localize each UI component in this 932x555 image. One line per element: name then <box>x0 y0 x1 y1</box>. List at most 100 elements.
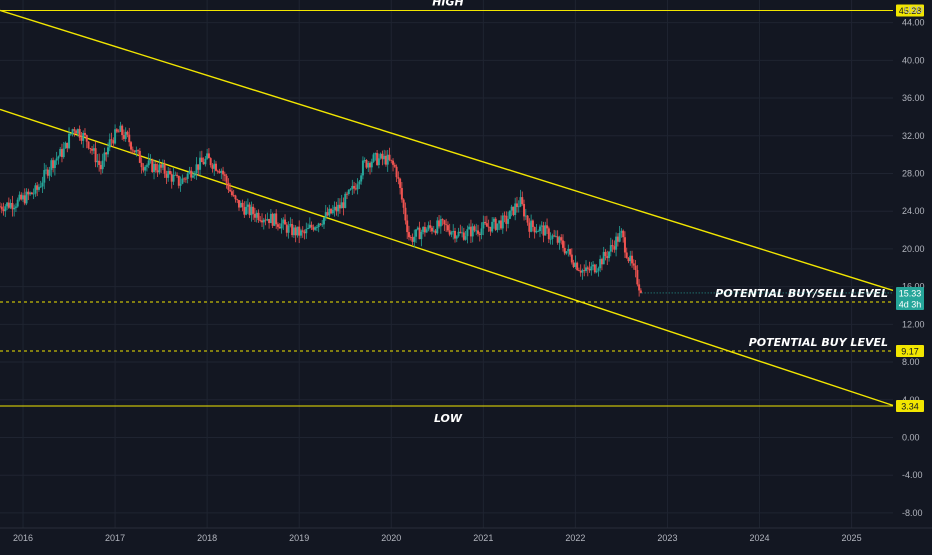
candle-body <box>213 163 216 169</box>
candle-body <box>321 224 324 226</box>
candle-body <box>36 185 39 190</box>
candle-body <box>418 227 421 240</box>
candle-body <box>41 182 44 187</box>
candle-body <box>608 251 611 259</box>
candle-body <box>7 202 10 208</box>
candle-body <box>130 142 133 150</box>
candle-body <box>18 194 21 200</box>
candle-body <box>287 225 290 233</box>
candle-body <box>537 231 540 232</box>
candle-body <box>342 202 345 208</box>
candle-body <box>301 230 304 232</box>
candle-body <box>296 226 299 236</box>
price-axis[interactable]: -8.00 -4.00 0.00 4.00 8.00 12.00 16.00 20.00 24.… <box>902 18 925 518</box>
candle-body <box>183 178 186 180</box>
candle-body <box>144 166 147 171</box>
candle-body <box>16 199 19 207</box>
candle-body <box>43 170 46 183</box>
candle-body <box>276 224 279 227</box>
candle-body <box>142 167 145 171</box>
candle-body <box>181 178 184 184</box>
candle-body <box>161 164 164 168</box>
candle-body <box>500 220 503 229</box>
candle-body <box>480 228 483 235</box>
candle-body <box>76 129 79 134</box>
candle-body <box>538 226 541 232</box>
candle-body <box>354 188 357 190</box>
candle-body <box>606 256 609 259</box>
candle-body <box>168 171 171 175</box>
candle-body <box>330 208 333 214</box>
candle-body <box>471 226 474 237</box>
candle-body <box>124 131 127 139</box>
candle-body <box>491 221 494 232</box>
candle-body <box>542 225 545 236</box>
candle-body <box>154 164 157 171</box>
candle-body <box>485 223 488 227</box>
candle-body <box>623 237 626 253</box>
candle-body <box>524 215 527 217</box>
candle-body <box>53 160 56 169</box>
candle-body <box>636 270 639 285</box>
candle-body <box>581 270 584 273</box>
trendline-upper-channel[interactable] <box>0 9 894 292</box>
candle-body <box>400 188 403 200</box>
candle-body <box>6 202 9 207</box>
candles <box>0 121 642 297</box>
candle-body <box>4 206 7 212</box>
candle-body <box>45 169 48 171</box>
candle-body <box>73 129 76 131</box>
candle-body <box>333 206 336 210</box>
candle-body <box>289 223 292 226</box>
candle-body <box>238 200 241 208</box>
candle-body <box>204 158 207 165</box>
candle-body <box>551 235 554 239</box>
candle-body <box>284 219 287 225</box>
candle-body <box>153 164 156 172</box>
candle-body <box>390 159 393 161</box>
candle-body <box>29 192 32 195</box>
candle-body <box>220 170 223 173</box>
candle-body <box>324 212 327 218</box>
candle-body <box>638 284 641 291</box>
candle-body <box>351 185 354 189</box>
candle-body <box>577 270 580 271</box>
x-tick-label: 2016 <box>13 533 33 543</box>
candle-body <box>92 148 95 151</box>
candle-body <box>455 236 458 239</box>
candle-body <box>105 152 108 155</box>
price-badge-high <box>896 4 924 17</box>
candle-body <box>319 223 322 225</box>
candle-body <box>298 226 301 236</box>
candle-body <box>565 251 568 254</box>
candle-body <box>468 226 471 230</box>
candle-body <box>569 249 572 255</box>
candle-body <box>2 209 5 212</box>
candle-body <box>592 264 595 267</box>
candle-body <box>206 153 209 159</box>
candle-body <box>103 152 106 161</box>
candle-body <box>48 169 51 176</box>
candle-body <box>282 219 285 224</box>
candle-body <box>508 210 511 219</box>
candle-body <box>487 226 490 228</box>
candle-body <box>627 257 630 262</box>
candle-body <box>494 218 497 230</box>
candle-body <box>406 220 409 233</box>
annotation-potential-buy: POTENTIAL BUY LEVEL <box>749 336 888 349</box>
candle-body <box>356 184 359 190</box>
candle-body <box>376 153 379 166</box>
candle-body <box>117 131 120 133</box>
candle-body <box>322 217 325 225</box>
y-tick-label: -8.00 <box>902 508 923 518</box>
candle-body <box>553 235 556 237</box>
candle-body <box>560 237 563 241</box>
price-badge-low <box>896 399 924 412</box>
time-axis[interactable]: 2016 2017 2018 2019 2020 2021 2022 2023 2024 2025 <box>0 527 932 543</box>
candle-body <box>477 230 480 234</box>
candle-body <box>197 164 200 170</box>
